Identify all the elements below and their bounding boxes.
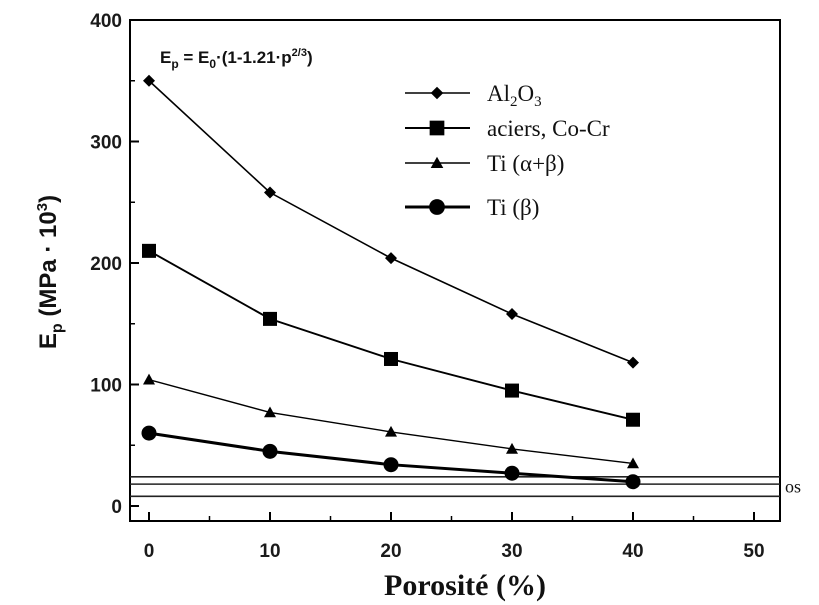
x-tick-label: 50	[743, 541, 764, 562]
legend: Al2O3 aciers, Co-Cr Ti (α+β) Ti (β)	[405, 81, 610, 220]
formula-annotation: Ep = E0·(1-1.21·p2/3)	[160, 47, 313, 71]
point-circle	[504, 465, 520, 481]
x-tick-label: 10	[259, 541, 280, 562]
x-tick-label: 0	[144, 541, 155, 562]
legend-label: Al2O3	[487, 81, 542, 110]
bone-band	[130, 476, 780, 498]
x-tick-label: 30	[501, 541, 522, 562]
y-tick-label: 400	[90, 11, 122, 32]
point-circle	[262, 443, 278, 459]
point-diamond	[143, 74, 155, 87]
bone-band-label: os	[785, 477, 801, 497]
legend-item-triangle: Ti (α+β)	[405, 151, 564, 176]
y-tick-label: 0	[111, 497, 122, 518]
x-tick-label: 20	[380, 541, 401, 562]
point-square	[429, 120, 445, 136]
y-tick-label: 100	[90, 376, 122, 397]
point-square	[263, 311, 277, 326]
series-circle	[141, 425, 641, 490]
point-circle	[383, 457, 399, 473]
point-square	[142, 243, 156, 258]
series-triangle	[143, 373, 639, 469]
series-square	[142, 243, 640, 427]
axes-layer: 0 100 200 300 400 0 10 20 30 40 50	[90, 11, 764, 562]
point-diamond	[430, 86, 444, 100]
point-triangle	[264, 406, 276, 418]
legend-label: Ti (β)	[487, 195, 539, 220]
plot-area-frame	[129, 19, 781, 522]
point-diamond	[385, 252, 397, 265]
legend-item-circle: Ti (β)	[405, 195, 539, 220]
point-triangle	[430, 156, 444, 169]
point-circle	[429, 199, 445, 215]
point-circle	[141, 425, 157, 441]
legend-label: aciers, Co-Cr	[487, 116, 610, 141]
y-axis-label: Ep (MPa · 103)	[34, 195, 66, 349]
legend-label: Ti (α+β)	[487, 151, 564, 176]
series-layer	[141, 74, 641, 490]
point-triangle	[143, 373, 155, 385]
point-square	[626, 412, 640, 427]
point-diamond	[506, 308, 518, 321]
point-square	[505, 383, 519, 398]
point-diamond	[264, 186, 276, 199]
point-triangle	[627, 457, 639, 469]
point-triangle	[385, 425, 397, 437]
legend-item-square: aciers, Co-Cr	[405, 116, 610, 141]
legend-item-diamond: Al2O3	[405, 81, 542, 110]
point-square	[384, 351, 398, 366]
point-diamond	[627, 356, 639, 369]
y-tick-label: 200	[90, 254, 122, 275]
point-triangle	[506, 442, 518, 454]
y-tick-label: 300	[90, 133, 122, 154]
series-diamond	[143, 74, 639, 369]
x-tick-label: 40	[622, 541, 643, 562]
x-axis-label: Porosité (%)	[384, 569, 546, 602]
point-circle	[625, 474, 641, 490]
